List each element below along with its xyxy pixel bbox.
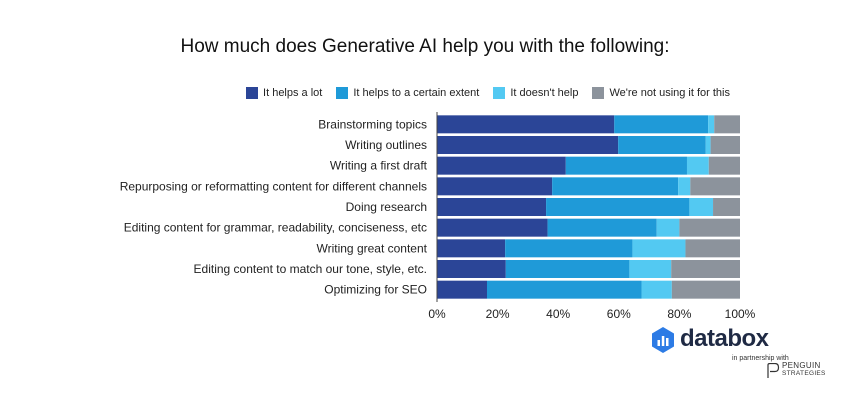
bar-segment-2 [547, 218, 657, 237]
bar-segment-1 [437, 156, 566, 175]
bar-segment-4 [671, 280, 740, 299]
category-label: Editing content to match our tone, style… [194, 262, 427, 276]
x-tick-label: 60% [607, 307, 631, 321]
bar-segment-2 [505, 239, 633, 258]
bar-segment-4 [685, 239, 740, 258]
legend-swatch [246, 87, 259, 99]
bar-segment-2 [614, 115, 709, 134]
bar-segment-3 [678, 177, 691, 196]
bar-segment-3 [705, 136, 711, 154]
bar-segment-2 [546, 198, 690, 216]
legend-item: It helps to a certain extent [336, 87, 479, 99]
bar-segment-1 [437, 198, 547, 216]
brand-name: databox [680, 325, 769, 352]
category-label: Writing a first draft [330, 159, 428, 173]
bar-segment-2 [486, 280, 642, 299]
category-label: Optimizing for SEO [324, 283, 427, 297]
legend-swatch [493, 87, 506, 99]
category-label: Doing research [346, 200, 427, 214]
bar-segment-1 [437, 239, 506, 258]
bar-segment-1 [437, 136, 619, 154]
bar-segment-1 [437, 218, 548, 237]
bar-segment-1 [437, 260, 506, 278]
bar-segment-1 [437, 177, 553, 196]
x-tick-label: 80% [667, 307, 691, 321]
bar-segment-3 [686, 156, 709, 175]
category-label: Editing content for grammar, readability… [124, 221, 427, 235]
legend-item: We're not using it for this [592, 87, 730, 99]
bar-segment-3 [641, 280, 672, 299]
x-tick-label: 40% [546, 307, 570, 321]
bar-segment-4 [710, 136, 740, 154]
category-label: Repurposing or reformatting content for … [120, 179, 427, 193]
bar-segment-2 [505, 260, 630, 278]
bar-segment-3 [689, 198, 714, 216]
legend-swatch [336, 87, 349, 99]
category-label: Writing great content [316, 241, 427, 255]
bar-segment-4 [713, 198, 740, 216]
partner-text: in partnership with [732, 355, 789, 362]
bar-segment-1 [437, 280, 487, 299]
x-tick-label: 100% [725, 307, 756, 321]
bar-segment-4 [690, 177, 740, 196]
bar-segment-4 [679, 218, 740, 237]
bar-segment-1 [437, 115, 615, 134]
partner-name: PENGUIN STRATEGIES [782, 362, 826, 378]
legend-item: It helps a lot [246, 87, 322, 99]
category-label: Brainstorming topics [318, 117, 427, 131]
bar-segment-2 [552, 177, 679, 196]
bar-segment-3 [632, 239, 686, 258]
bar-segment-3 [656, 218, 680, 237]
bar-segment-4 [708, 156, 740, 175]
bar-segment-3 [629, 260, 672, 278]
legend-label: We're not using it for this [609, 87, 730, 99]
bar-segment-4 [671, 260, 740, 278]
legend-label: It helps to a certain extent [353, 87, 480, 99]
legend-label: It helps a lot [263, 87, 323, 99]
x-tick-label: 0% [428, 307, 446, 321]
category-label: Writing outlines [345, 138, 427, 152]
branding: databox in partnership with PENGUIN STRA… [652, 325, 825, 385]
legend-label: It doesn't help [510, 87, 579, 99]
chart-title: How much does Generative AI help you wit… [180, 36, 670, 57]
partner-line1: PENGUIN [782, 361, 821, 370]
databox-logo-icon [652, 327, 674, 353]
bar-segment-4 [714, 115, 740, 134]
x-tick-label: 20% [486, 307, 510, 321]
bar-segment-2 [565, 156, 687, 175]
bar-segment-3 [708, 115, 715, 134]
legend-item: It doesn't help [493, 87, 578, 99]
legend: It helps a lot It helps to a certain exte… [246, 87, 730, 99]
penguin-icon [767, 363, 780, 378]
legend-swatch [592, 87, 605, 99]
partner-line2: STRATEGIES [782, 370, 826, 377]
bar-segment-2 [618, 136, 706, 154]
